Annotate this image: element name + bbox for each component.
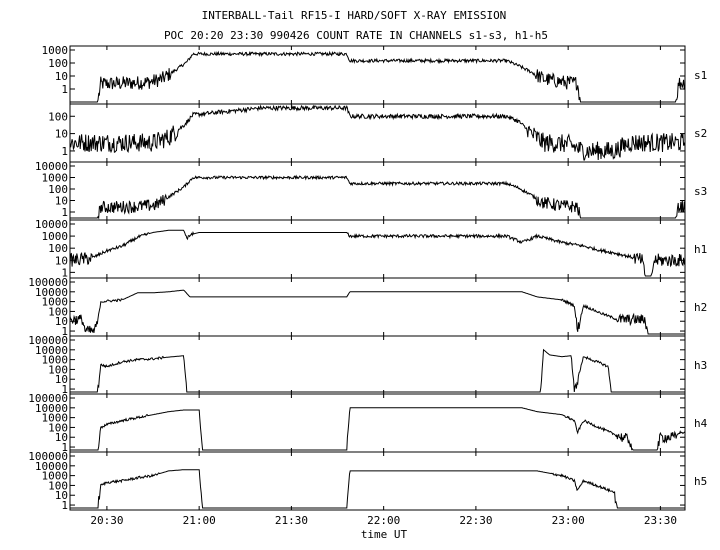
panel-s2: 1 10 100 s2 [48,103,707,163]
y-tick-label: 10 [55,373,68,386]
y-tick-label: 1 [61,383,68,396]
x-tick-label: 22:30 [459,514,492,527]
y-tick-label: 10000 [35,460,68,473]
y-tick-label: 10000 [35,286,68,299]
panel-stack: 1101001000s1110100s2110100100010000s3110… [28,44,707,512]
series-line-h2 [69,289,685,335]
y-tick-label: 1 [61,441,68,454]
channel-label-s1: s1 [694,69,707,82]
y-tick-label: 1000 [42,296,69,309]
y-tick-label: 1 [61,206,68,219]
y-tick-label: 10 [55,128,68,141]
y-tick-label: 100000 [28,392,68,405]
channel-label-h1: h1 [694,243,707,256]
chart-subtitle: POC 20:20 23:30 990426 COUNT RATE IN CHA… [164,29,548,42]
x-axis-label: time UT [361,528,408,541]
y-tick-label: 100000 [28,276,68,289]
y-tick-label: 1 [61,499,68,512]
x-tick-label: 23:30 [644,514,677,527]
channel-label-h4: h4 [694,417,708,430]
series-line-s3 [70,174,686,220]
panel-frame [69,335,686,395]
y-tick-label: 100 [48,363,68,376]
y-tick-label: 10 [55,315,68,328]
y-tick-label: 1 [61,325,68,338]
y-tick-label: 1000 [42,412,69,425]
y-tick-label: 10000 [35,218,68,231]
y-tick-label: 10000 [35,344,68,357]
panel-frame [69,393,686,453]
y-tick-label: 10000 [35,402,68,415]
y-tick-label: 100000 [28,450,68,463]
y-tick-label: 10 [55,431,68,444]
series-line-h4 [70,407,686,451]
panel-frame [69,103,686,163]
y-tick-label: 1 [61,266,68,279]
x-tick-label: 23:00 [552,514,585,527]
x-tick-label: 22:00 [367,514,400,527]
x-axis: 20:30 21:00 21:30 22:00 22:30 23:00 23:30 [90,514,677,527]
y-tick-label: 100 [48,242,68,255]
series-line-s1 [70,50,686,103]
x-tick-label: 20:30 [90,514,123,527]
series-line-s2 [69,104,686,161]
series-line-h1 [69,229,686,277]
y-tick-label: 100 [48,421,68,434]
y-tick-label: 1000 [42,354,69,367]
y-tick-label: 10 [55,194,68,207]
channel-label-h5: h5 [694,475,707,488]
panel-frame [69,161,686,221]
y-tick-label: 10000 [35,160,68,173]
panel-frame [69,451,686,511]
y-tick-label: 100 [48,305,68,318]
y-tick-label: 100 [48,110,68,123]
series-line-h5 [70,469,685,509]
y-tick-label: 1000 [42,470,69,483]
y-tick-label: 1000 [42,171,69,184]
y-tick-label: 100 [48,183,68,196]
channel-label-s2: s2 [694,127,707,140]
y-tick-label: 1 [61,145,68,158]
channel-label-s3: s3 [694,185,707,198]
y-tick-label: 10 [55,489,68,502]
series-line-h3 [70,348,685,393]
x-tick-label: 21:30 [275,514,308,527]
panel-frame [69,277,686,337]
chart-title: INTERBALL-Tail RF15-I HARD/SOFT X-RAY EM… [202,9,507,22]
y-tick-label: 100000 [28,334,68,347]
x-tick-label: 21:00 [183,514,216,527]
y-tick-label: 1 [61,83,68,96]
y-tick-label: 100 [48,57,68,70]
channel-label-h3: h3 [694,359,707,372]
y-tick-label: 10 [55,70,68,83]
y-tick-label: 1000 [42,230,69,243]
y-tick-label: 1000 [42,44,69,57]
channel-label-h2: h2 [694,301,707,314]
y-tick-label: 100 [48,479,68,492]
y-tick-label: 10 [55,254,68,267]
